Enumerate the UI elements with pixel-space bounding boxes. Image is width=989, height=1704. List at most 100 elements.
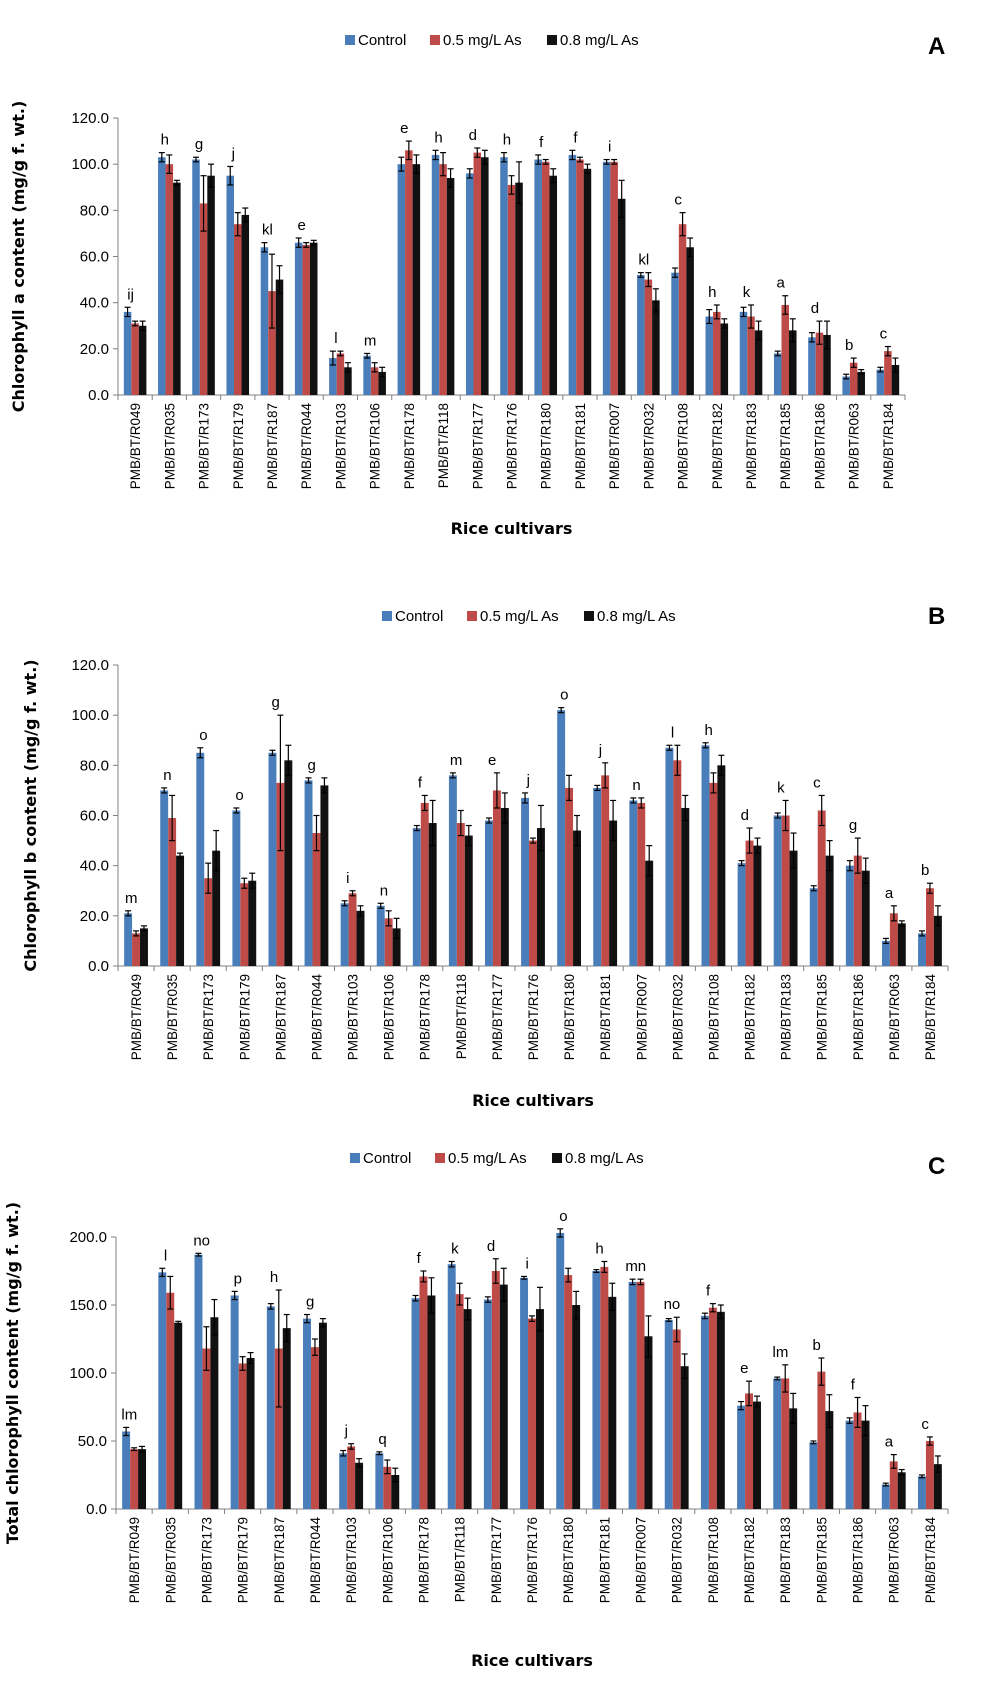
panel-a-significance-letter: i [608, 139, 611, 156]
panel-c-category-label: PMB/BT/R044 [308, 1517, 323, 1604]
panel-b-significance-letter: m [450, 752, 463, 769]
panel-b-significance-letter: d [741, 807, 749, 824]
panel-b-label: B [928, 603, 945, 630]
panel-a-category-label: PMB/BT/R183 [744, 403, 759, 489]
panel-b-bar-1-5 [312, 833, 321, 966]
panel-a-significance-letter: c [880, 326, 888, 343]
panel-c-significance-letter: d [487, 1238, 495, 1255]
panel-b-y-axis-title: Chlorophyll b content (mg/g f. wt.) [21, 659, 40, 971]
panel-a-legend-label-0: Control [358, 32, 406, 49]
panel-a-bar-0-18 [739, 311, 748, 395]
panel-c-bar-1-15 [672, 1329, 681, 1509]
panel-b-bar-1-3 [240, 883, 249, 966]
panel-c-bar-2-11 [535, 1309, 544, 1509]
panel-b-bar-2-11 [536, 828, 545, 966]
panel-b-bar-1-2 [204, 878, 213, 966]
panel-a-bar-2-1 [173, 182, 181, 395]
panel-c-bar-2-1 [174, 1322, 183, 1509]
panel-a-category-label: PMB/BT/R106 [368, 403, 383, 489]
panel-a-bar-1-15 [644, 279, 653, 395]
panel-b-category-label: PMB/BT/R187 [273, 974, 288, 1060]
panel-c-significance-letter: c [921, 1416, 929, 1433]
panel-c-significance-letter: lm [773, 1344, 789, 1361]
panel-c-bar-2-20 [861, 1420, 870, 1509]
panel-c-category-label: PMB/BT/R177 [489, 1517, 504, 1603]
panel-c-category-label: PMB/BT/R106 [380, 1517, 395, 1603]
panel-c-bar-0-16 [700, 1315, 709, 1509]
panel-a-bar-2-22 [891, 364, 900, 395]
panel-b-y-tick-label: 60.0 [80, 808, 109, 825]
panel-a-y-tick-label: 60.0 [80, 249, 109, 266]
panel-b-bar-1-13 [601, 775, 610, 966]
panel-b-bar-2-17 [753, 845, 762, 966]
panel-a-significance-letter: a [777, 275, 786, 292]
panel-a-legend-label-2: 0.8 mg/L As [560, 32, 639, 49]
panel-a-bar-1-13 [576, 159, 584, 395]
panel-c-bar-1-16 [708, 1307, 717, 1509]
panel-c-bar-2-0 [138, 1449, 147, 1509]
panel-c-bar-2-22 [933, 1464, 942, 1509]
panel-a-category-label: PMB/BT/R049 [128, 403, 143, 489]
panel-c-bar-2-5 [318, 1322, 327, 1509]
panel-b-bar-0-18 [773, 815, 782, 966]
panel-a-bar-1-14 [610, 161, 618, 395]
panel-c-legend-swatch-0 [350, 1153, 360, 1163]
panel-c-significance-letter: p [234, 1270, 242, 1287]
panel-b-bar-1-14 [637, 802, 646, 966]
panel-c-bar-0-2 [194, 1254, 203, 1509]
panel-a-bar-0-5 [294, 242, 303, 395]
panel-c-y-tick-label: 150.0 [69, 1297, 107, 1314]
panel-a-y-tick-label: 100.0 [71, 156, 109, 173]
panel-c-bar-2-7 [391, 1475, 400, 1509]
panel-b-legend-label-0: Control [395, 608, 443, 625]
panel-a-significance-letter: kl [638, 252, 649, 269]
panel-b-significance-letter: f [418, 774, 423, 791]
panel-b-significance-letter: n [632, 777, 640, 794]
panel-a-bar-1-9 [439, 164, 447, 395]
panel-a-bar-2-15 [652, 300, 660, 395]
panel-b-bar-1-6 [348, 893, 357, 966]
panel-c-bar-1-5 [310, 1347, 319, 1509]
panel-c-category-label: PMB/BT/R184 [923, 1517, 938, 1604]
panel-a-bar-1-21 [849, 362, 858, 395]
panel-a-bar-2-3 [241, 214, 250, 395]
panel-a-y-tick-label: 20.0 [80, 341, 109, 358]
panel-b-bar-2-18 [789, 850, 798, 966]
panel-a-bar-2-20 [823, 334, 831, 395]
panel-a-bar-0-11 [500, 157, 508, 395]
panel-c-significance-letter: g [306, 1294, 314, 1311]
panel-c-bar-2-14 [644, 1336, 653, 1509]
panel-b-significance-letter: h [704, 722, 712, 739]
panel-c-bar-2-21 [897, 1472, 906, 1509]
panel-c-bar-0-14 [628, 1281, 637, 1509]
panel-a-bar-1-18 [747, 316, 755, 395]
panel-b-category-label: PMB/BT/R182 [743, 974, 758, 1060]
panel-a-significance-letter: kl [262, 222, 273, 239]
panel-a-bar-1-5 [302, 244, 310, 395]
panel-a-category-label: PMB/BT/R007 [607, 403, 622, 489]
panel-b-bar-0-1 [160, 790, 169, 966]
panel-c-category-label: PMB/BT/R007 [634, 1517, 649, 1603]
panel-c-bar-2-13 [608, 1296, 617, 1509]
panel-c-y-axis-title: Total chlorophyll content (mg/g f. wt.) [3, 1202, 22, 1544]
panel-b-bar-1-1 [168, 818, 177, 966]
panel-c-bar-1-17 [745, 1393, 754, 1509]
panel-c-significance-letter: f [706, 1283, 711, 1300]
panel-c-category-label: PMB/BT/R181 [597, 1517, 612, 1603]
panel-c-category-label: PMB/BT/R182 [742, 1517, 757, 1603]
panel-c-significance-letter: o [559, 1208, 567, 1225]
panel-a-significance-letter: l [334, 330, 337, 347]
panel-c-bar-1-6 [347, 1446, 356, 1509]
panel-a-significance-letter: d [811, 300, 819, 317]
panel-c-significance-letter: a [885, 1434, 894, 1451]
panel-b-bar-0-13 [593, 787, 602, 966]
panel-b-bar-2-16 [717, 765, 726, 966]
panel-c-significance-letter: lm [121, 1406, 137, 1423]
panel-b-bar-1-19 [817, 810, 826, 966]
panel-c-significance-letter: no [193, 1232, 210, 1249]
panel-a-label: A [928, 33, 945, 60]
panel-a-bar-0-22 [876, 369, 885, 395]
panel-a-bar-1-7 [370, 367, 379, 395]
panel-a-bar-1-11 [507, 184, 516, 395]
panel-c-category-label: PMB/BT/R173 [199, 1517, 214, 1603]
